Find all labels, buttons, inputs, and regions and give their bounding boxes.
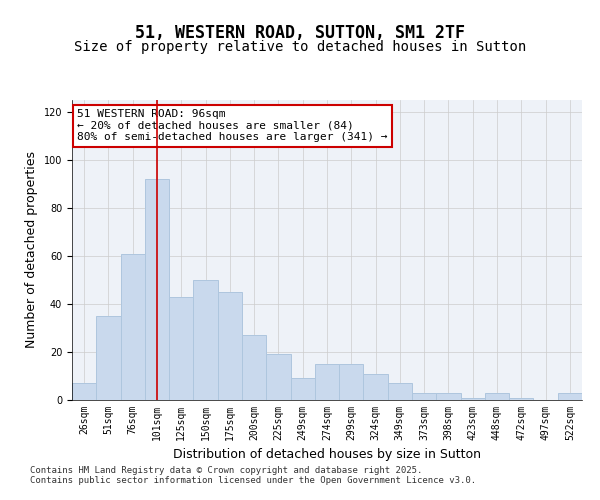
Bar: [509, 398, 533, 400]
Text: Contains HM Land Registry data © Crown copyright and database right 2025.
Contai: Contains HM Land Registry data © Crown c…: [30, 466, 476, 485]
Text: 51 WESTERN ROAD: 96sqm
← 20% of detached houses are smaller (84)
80% of semi-det: 51 WESTERN ROAD: 96sqm ← 20% of detached…: [77, 109, 388, 142]
Bar: [485, 393, 509, 400]
Bar: [315, 364, 339, 400]
Bar: [290, 378, 315, 400]
Bar: [339, 364, 364, 400]
Bar: [412, 393, 436, 400]
Bar: [193, 280, 218, 400]
X-axis label: Distribution of detached houses by size in Sutton: Distribution of detached houses by size …: [173, 448, 481, 462]
Bar: [218, 292, 242, 400]
Bar: [461, 398, 485, 400]
Bar: [121, 254, 145, 400]
Bar: [266, 354, 290, 400]
Text: 51, WESTERN ROAD, SUTTON, SM1 2TF: 51, WESTERN ROAD, SUTTON, SM1 2TF: [135, 24, 465, 42]
Bar: [436, 393, 461, 400]
Y-axis label: Number of detached properties: Number of detached properties: [25, 152, 38, 348]
Bar: [145, 179, 169, 400]
Bar: [72, 383, 96, 400]
Bar: [169, 297, 193, 400]
Text: Size of property relative to detached houses in Sutton: Size of property relative to detached ho…: [74, 40, 526, 54]
Bar: [558, 393, 582, 400]
Bar: [242, 335, 266, 400]
Bar: [364, 374, 388, 400]
Bar: [96, 316, 121, 400]
Bar: [388, 383, 412, 400]
